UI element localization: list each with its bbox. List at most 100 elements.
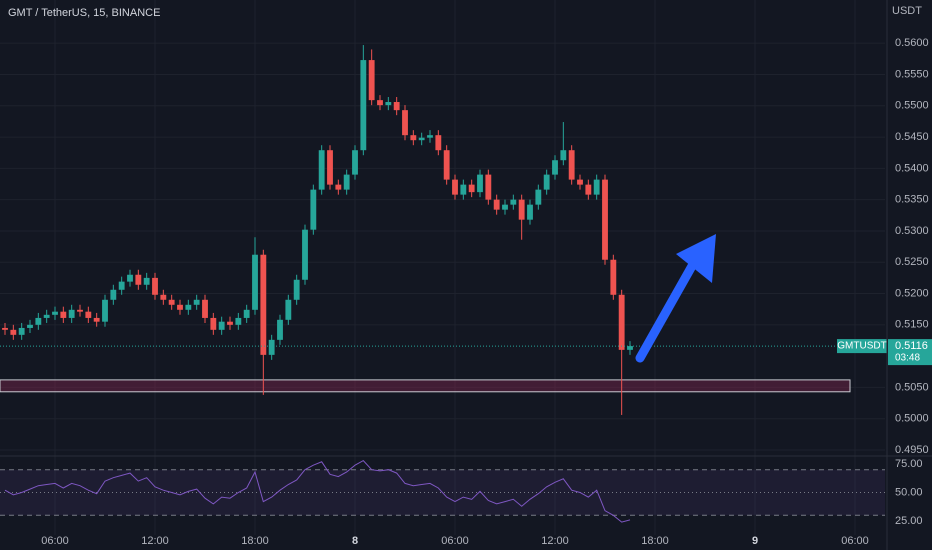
y-tick-label: 0.5200 [895, 287, 929, 299]
candle-body [43, 314, 50, 318]
candle-body [460, 184, 467, 195]
y-tick-label: 0.5250 [895, 256, 929, 268]
candle-body [327, 150, 333, 185]
candle-body [252, 254, 258, 310]
x-tick-label: 06:00 [41, 535, 69, 547]
candle-body [102, 299, 108, 322]
x-tick-label: 12:00 [541, 535, 569, 547]
symbol-badge [837, 339, 887, 354]
candle-body [610, 259, 617, 295]
candle-body [227, 321, 233, 325]
candle-body [27, 324, 33, 328]
candle-body [410, 135, 417, 141]
arrow [635, 234, 716, 363]
y-tick-label: 0.5400 [895, 162, 929, 174]
candle-body [77, 309, 83, 312]
candle-body [85, 311, 92, 318]
rsi-line [4, 459, 631, 523]
candle-body [468, 184, 475, 193]
x-tick-label: 9 [752, 535, 758, 547]
grid [0, 0, 885, 535]
candle-body [285, 299, 292, 320]
y-tick-label: 0.4950 [895, 444, 929, 456]
candle-body [118, 281, 125, 290]
y-tick-label: 0.5150 [895, 319, 929, 331]
candle-body [127, 274, 133, 282]
countdown-label: 03:48 [895, 353, 920, 364]
candle-body [543, 174, 550, 190]
candle-body [218, 321, 225, 330]
rsi-tick-label: 75.00 [895, 458, 923, 470]
candle-body [568, 150, 575, 180]
candle-body [527, 204, 533, 220]
rsi-panel: 75.00 50.00 25.00 [0, 458, 923, 527]
candle-body [110, 289, 117, 300]
candle-body [160, 294, 167, 300]
candle-body [435, 135, 442, 151]
candle-body [277, 319, 283, 340]
candle-body [60, 311, 67, 318]
candle-body [302, 229, 308, 280]
symbol-label: GMTUSDT [837, 341, 886, 352]
currency-label: USDT [892, 5, 922, 17]
candle-body [135, 274, 142, 285]
chart-title: GMT / TetherUS, 15, BINANCE [8, 7, 160, 19]
y-tick-label: 0.5450 [895, 131, 929, 143]
y-tick-label: 0.5550 [895, 68, 929, 80]
candle-body [185, 304, 192, 310]
x-tick-label: 18:00 [241, 535, 269, 547]
candle-body [602, 179, 608, 260]
axes: 0.5600 0.5550 0.5500 0.5450 0.5400 0.5350 0.53… [0, 37, 932, 547]
arrow-shaft [635, 261, 697, 363]
candle-body [177, 304, 183, 310]
candle-body [477, 174, 483, 193]
x-tick-label: 06:00 [841, 535, 869, 547]
candle-body [510, 199, 517, 205]
candle-body [452, 179, 458, 195]
candle-body [68, 309, 75, 318]
y-tick-label: 0.5300 [895, 225, 929, 237]
candle-body [335, 184, 342, 190]
y-tick-label: 0.5350 [895, 194, 929, 206]
candle-body [210, 317, 217, 330]
candle-body [552, 160, 558, 175]
candle-body [268, 339, 275, 355]
candles [2, 45, 633, 415]
candle-body [10, 329, 17, 335]
candle-body [377, 100, 383, 106]
candle-body [143, 277, 150, 285]
y-tick-label: 0.5050 [895, 381, 929, 393]
x-tick-label: 8 [352, 535, 358, 547]
support-zone-layer [0, 379, 851, 393]
candle-body [518, 199, 525, 220]
candle-body [260, 254, 267, 355]
candle-body [577, 179, 583, 185]
candle-body [352, 150, 358, 175]
candle-body [93, 317, 100, 322]
support-zone [0, 379, 851, 393]
candle-body [402, 110, 408, 136]
candle-body [443, 150, 450, 180]
candle-body [343, 174, 350, 190]
last-price-label: 0.5116 [895, 340, 928, 352]
candle-body [627, 346, 633, 350]
candle-body [618, 294, 625, 350]
candle-body [152, 277, 158, 295]
x-tick-label: 18:00 [641, 535, 669, 547]
candle-body [485, 174, 492, 200]
candle-body [385, 102, 392, 106]
candle-body [368, 60, 375, 101]
candle-body [318, 150, 325, 190]
x-tick-label: 12:00 [141, 535, 169, 547]
candle-body [360, 60, 367, 151]
candle-body [535, 189, 542, 205]
price-badge [888, 339, 932, 366]
candle-body [2, 327, 8, 330]
candle-body [393, 102, 400, 111]
rsi-tick-label: 50.00 [895, 486, 923, 498]
candle-body [52, 311, 58, 315]
candle-body [293, 279, 300, 300]
candle-body [427, 135, 433, 138]
x-tick-label: 06:00 [441, 535, 469, 547]
